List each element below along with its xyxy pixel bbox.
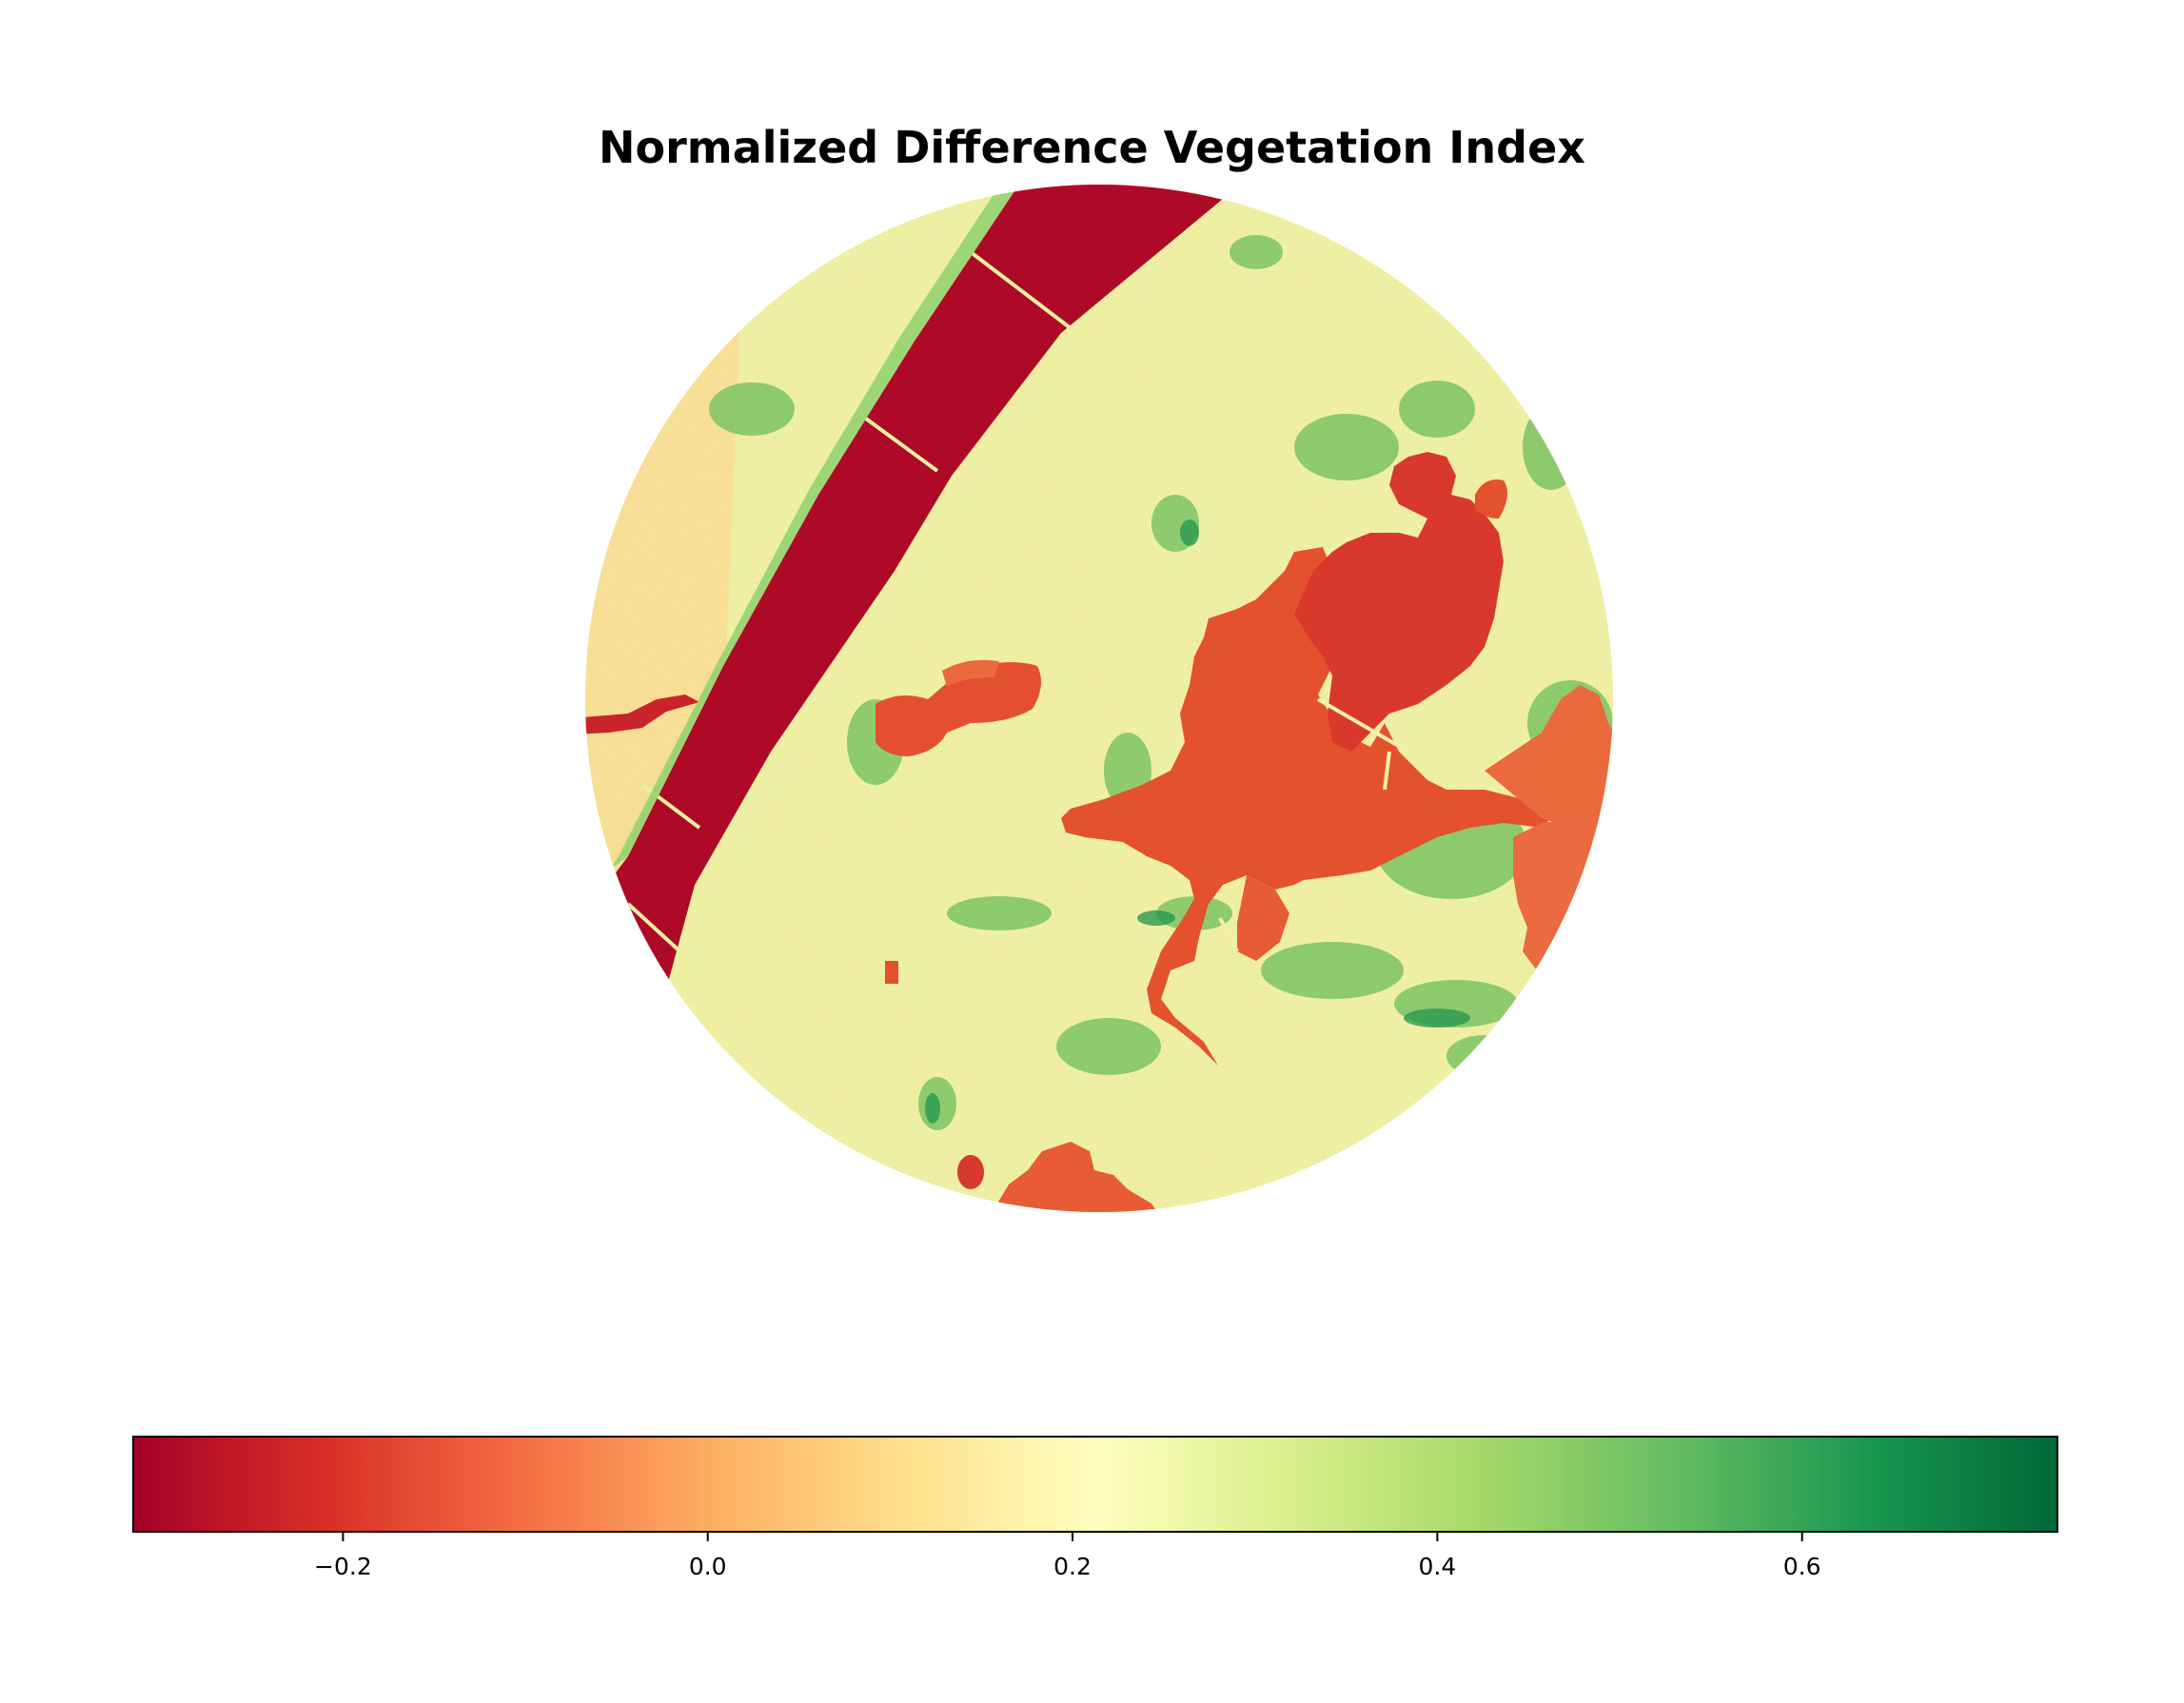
colorbar-tick-label: 0.6 xyxy=(1783,1553,1821,1580)
colorbar-tick-label: 0.4 xyxy=(1418,1553,1456,1580)
colorbar-gradient xyxy=(132,1436,2058,1533)
small-lake xyxy=(876,662,1041,756)
colorbar-tick-label: 0.2 xyxy=(1053,1553,1092,1580)
river-tributary xyxy=(585,695,699,734)
big-lake-east-lobe xyxy=(1485,685,1613,832)
big-lake-north-lobe xyxy=(1294,452,1504,752)
big-lake-south-arm xyxy=(1237,875,1289,961)
chart-title: Normalized Difference Vegetation Index xyxy=(599,122,1585,173)
big-lake xyxy=(1061,547,1561,1066)
west-pond xyxy=(885,961,898,984)
south-lake xyxy=(994,1142,1161,1212)
river-west-bank xyxy=(609,185,1028,871)
south-pond xyxy=(957,1155,984,1189)
small-lake-north-pond xyxy=(942,659,999,687)
colorbar-tick-label: −0.2 xyxy=(314,1553,372,1580)
lake-causeways xyxy=(1218,697,1410,952)
colorbar-tick-label: 0.0 xyxy=(689,1553,727,1580)
colorbar-ticks: −0.2 0.0 0.2 0.4 0.6 xyxy=(314,1532,1821,1580)
big-lake-north-tip xyxy=(1475,480,1507,519)
